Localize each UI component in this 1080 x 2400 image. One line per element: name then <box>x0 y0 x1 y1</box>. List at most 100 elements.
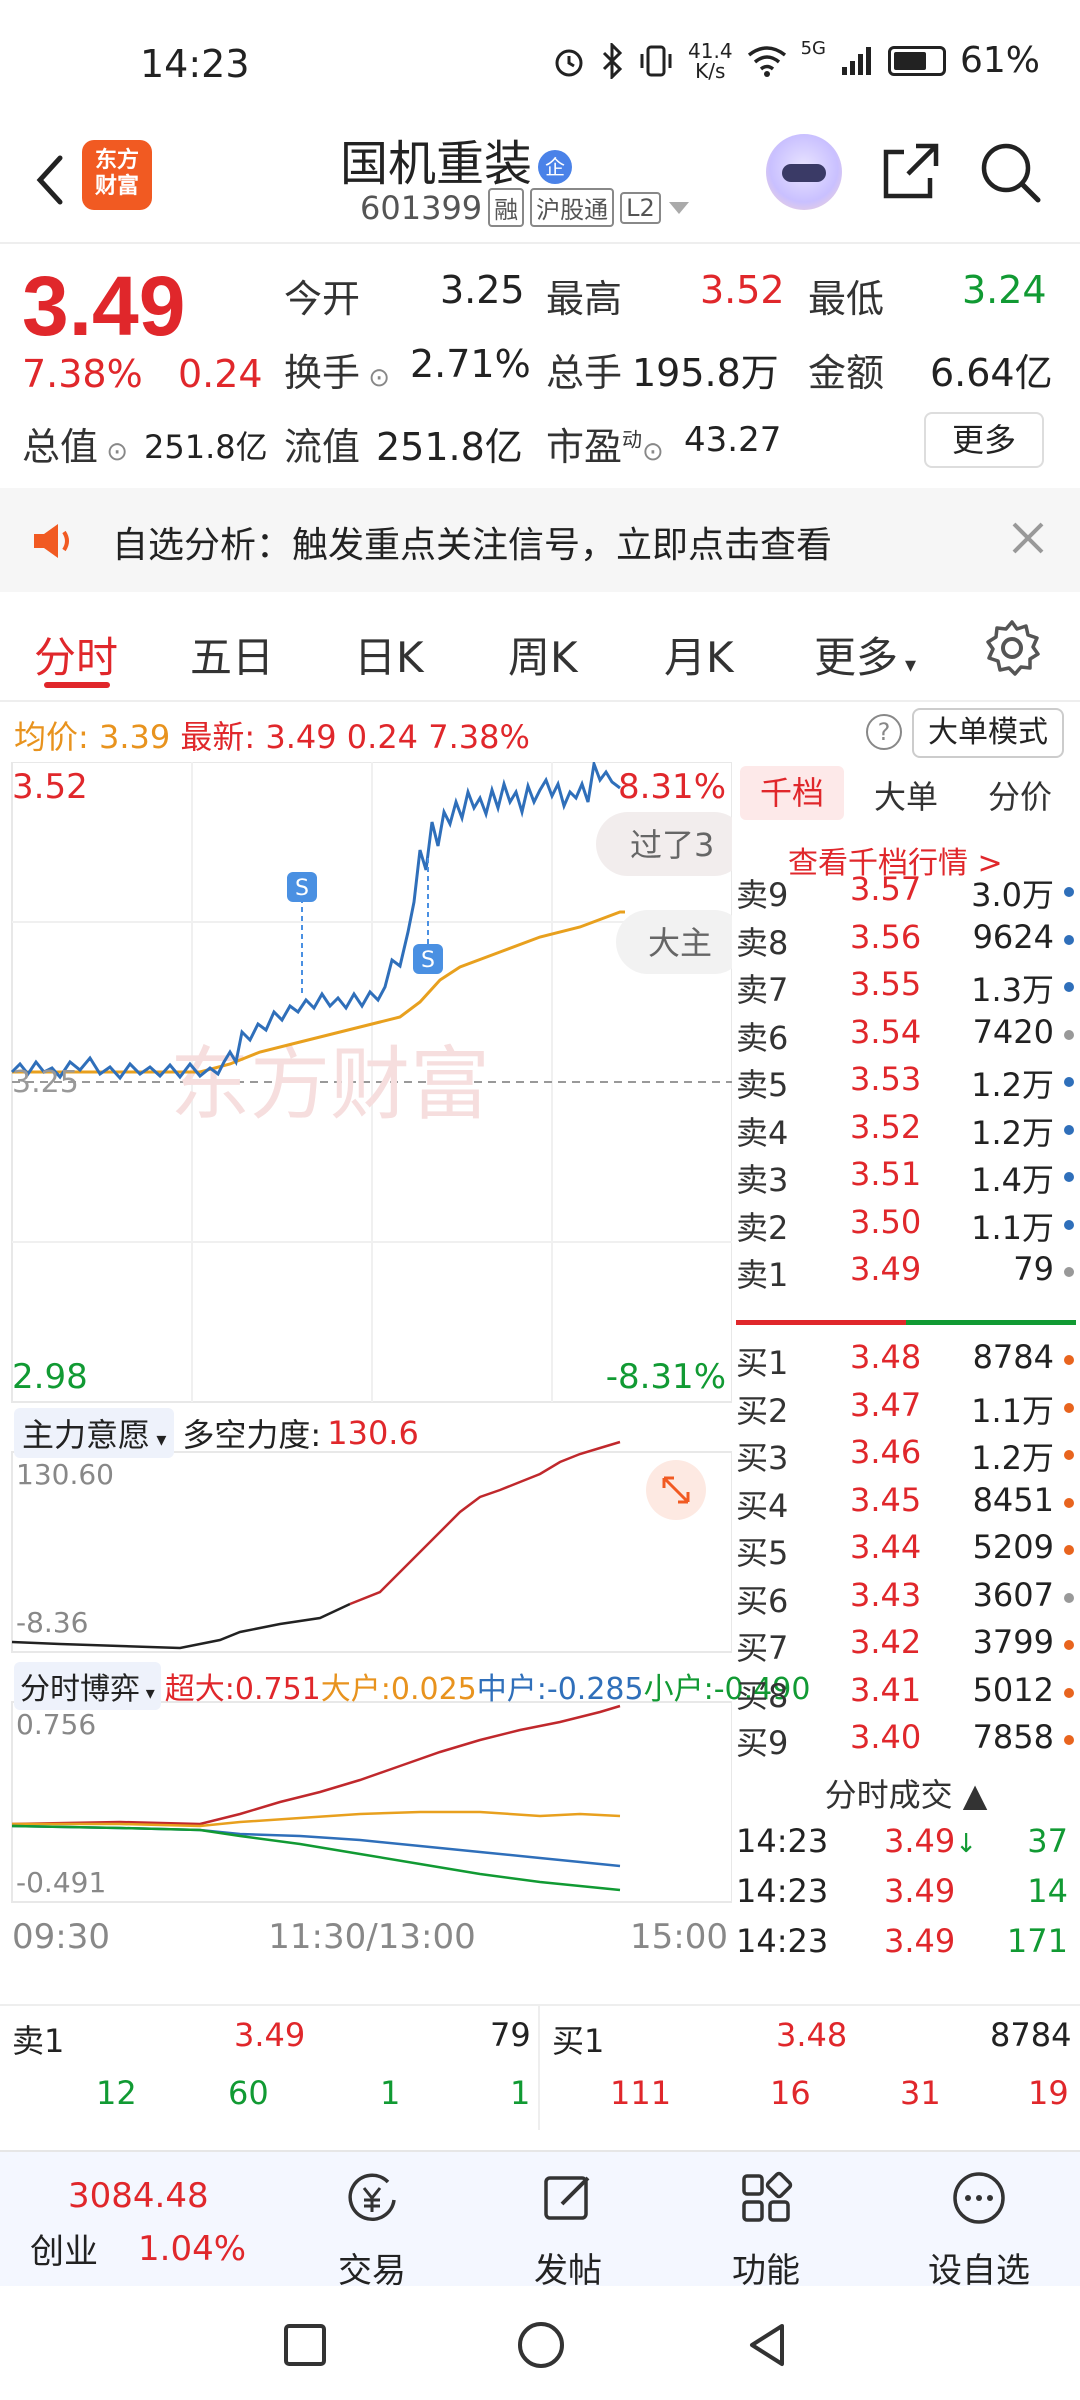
avg-value: 3.39 <box>98 718 171 756</box>
bid-bar <box>906 1320 1076 1325</box>
nav-functions[interactable]: 功能 <box>706 2170 826 2292</box>
recent-apps-icon[interactable] <box>282 2322 328 2368</box>
back-nav-icon[interactable] <box>742 2320 792 2370</box>
search-icon[interactable] <box>978 140 1042 204</box>
ask-row[interactable]: 卖4 3.52 1.2万 <box>732 1108 1080 1154</box>
big-line <box>12 1810 621 1828</box>
ask-row[interactable]: 卖6 3.54 7420 <box>732 1013 1080 1059</box>
pe-label: 市盈动⊙ <box>546 425 664 469</box>
bid-price: 3.42 <box>850 1623 922 1661</box>
ask-row[interactable]: 卖8 3.56 9624 <box>732 918 1080 964</box>
bid-dot <box>1064 1450 1074 1460</box>
bid-row[interactable]: 买8 3.41 5012 <box>732 1671 1080 1717</box>
home-icon[interactable] <box>516 2320 566 2370</box>
ask-volume: 1.2万 <box>971 1113 1054 1152</box>
price-info-bar: 均价: 3.39 最新: 3.49 0.24 7.38% ? 大单模式 <box>0 700 1080 760</box>
level1-summary: 卖1 3.49 79 买1 3.48 8784 <box>0 2004 1080 2130</box>
ask-row[interactable]: 卖7 3.55 1.3万 <box>732 965 1080 1011</box>
tab-daily-k[interactable]: 日K <box>354 633 424 682</box>
ask-row[interactable]: 卖9 3.57 3.0万 <box>732 870 1080 916</box>
ask-dot <box>1064 982 1074 992</box>
trade-volume: 171 <box>1006 1922 1068 1960</box>
bid-level-label: 买7 <box>736 1629 789 1667</box>
nav-add-watchlist[interactable]: 设自选 <box>904 2170 1054 2292</box>
ask-row[interactable]: 卖1 3.49 79 <box>732 1250 1080 1296</box>
more-button[interactable]: 更多 <box>924 412 1044 468</box>
hint-bubble <box>596 812 732 876</box>
gear-icon[interactable] <box>982 618 1042 678</box>
close-icon[interactable] <box>1006 516 1050 560</box>
tab-monthly-k[interactable]: 月K <box>664 633 734 682</box>
nav-trade[interactable]: 交易 <box>312 2170 432 2292</box>
watermark: 东方财富 <box>170 1038 490 1131</box>
share-icon[interactable] <box>878 140 942 204</box>
bid-dot <box>1064 1687 1074 1698</box>
ask-volume: 3.0万 <box>971 876 1054 914</box>
trade-volume: 14 <box>1027 1872 1068 1910</box>
nav-post[interactable]: 发帖 <box>508 2170 628 2292</box>
depth-link[interactable]: 查看千档行情 > <box>788 846 1003 881</box>
bid-volume: 8784 <box>972 1338 1054 1376</box>
ask-level-label: 卖7 <box>736 971 789 1009</box>
help-icon[interactable]: ? <box>866 714 902 750</box>
ai-assistant-icon[interactable] <box>766 134 842 210</box>
mktcap-label: 总值 ⊙ <box>22 425 129 469</box>
trade-price: 3.49 <box>884 1872 956 1910</box>
y-top-label: 3.52 <box>12 767 88 807</box>
bid-price: 3.47 <box>850 1385 922 1424</box>
dropdown-icon[interactable] <box>667 198 691 218</box>
tab-depth[interactable]: 千档 <box>740 766 844 820</box>
time-axis-mid: 11:30/13:00 <box>268 1917 475 1957</box>
bid1-price: 3.48 <box>776 2016 848 2054</box>
ask-row[interactable]: 卖2 3.50 1.1万 <box>732 1203 1080 1249</box>
ask1-label: 卖1 <box>12 2022 65 2060</box>
trades-header[interactable]: 分时成交 ▲ <box>824 1776 988 1814</box>
tab-price-dist[interactable]: 分价 <box>988 778 1053 816</box>
bid-row[interactable]: 买4 3.45 8451 <box>732 1481 1080 1527</box>
ask-price: 3.51 <box>850 1155 922 1193</box>
bid-price: 3.45 <box>850 1480 922 1519</box>
signal-notice[interactable]: 自选分析：触发重点关注信号，立即点击查看 <box>0 488 1080 592</box>
signal-marker <box>287 872 317 902</box>
bid-row[interactable]: 买9 3.40 7858 <box>732 1718 1080 1764</box>
bid-level-label: 买5 <box>736 1534 789 1572</box>
trade-icon <box>348 2173 396 2221</box>
ask-price: 3.49 <box>850 1250 922 1288</box>
ask-row[interactable]: 卖3 3.51 1.4万 <box>732 1155 1080 1201</box>
ask-dot <box>1064 887 1074 897</box>
mktcap-value: 251.8亿 <box>144 428 268 466</box>
bid-row[interactable]: 买3 3.46 1.2万 <box>732 1433 1080 1479</box>
bid-row[interactable]: 买6 3.43 3607 <box>732 1576 1080 1622</box>
trade-time: 14:23 <box>736 1872 829 1910</box>
back-icon[interactable] <box>22 150 82 210</box>
bid-row[interactable]: 买1 3.48 8784 <box>732 1338 1080 1384</box>
tab-weekly-k[interactable]: 周K <box>508 633 578 682</box>
more-dots-icon <box>953 2172 1005 2224</box>
system-nav-bar <box>0 2286 1080 2400</box>
ask-price: 3.54 <box>850 1012 922 1051</box>
tab-large-orders[interactable]: 大单 <box>874 778 939 816</box>
bid-row[interactable]: 买7 3.42 3799 <box>732 1623 1080 1669</box>
high-label: 最高 <box>546 277 623 321</box>
bid-price: 3.43 <box>850 1575 922 1614</box>
tab-more[interactable]: 更多 ▾ <box>814 633 917 682</box>
tab-five-day[interactable]: 五日 <box>190 633 275 682</box>
index-ticker[interactable]: 3084.48 创业 1.04% <box>30 2176 280 2273</box>
tab-underline <box>44 682 110 688</box>
game-selector[interactable]: 分时博弈 ▾ <box>14 1662 161 1710</box>
bid-row[interactable]: 买5 3.44 5209 <box>732 1528 1080 1574</box>
intraday-charts[interactable]: 东方财富 S S 3.52 8.31% 3.25 2.98 -8.31% 过了3… <box>0 762 732 2002</box>
ask-volume: 1.4万 <box>971 1161 1054 1199</box>
bid-row[interactable]: 买2 3.47 1.1万 <box>732 1386 1080 1432</box>
change-percent: 7.38% <box>22 352 143 396</box>
large-order-mode-button[interactable]: 大单模式 <box>912 708 1064 758</box>
edit-icon <box>544 2176 590 2220</box>
ask-level-label: 卖9 <box>736 876 789 914</box>
force-selector[interactable]: 主力意愿 ▾ <box>14 1408 175 1458</box>
queue-summary: 12 60 1 1 111 16 31 19 <box>0 2064 1080 2124</box>
ask-row[interactable]: 卖5 3.53 1.2万 <box>732 1060 1080 1106</box>
vibrate-icon <box>640 45 672 76</box>
bid-dot <box>1064 1592 1074 1603</box>
bid-dot <box>1064 1402 1074 1413</box>
tab-intraday[interactable]: 分时 <box>34 633 119 682</box>
